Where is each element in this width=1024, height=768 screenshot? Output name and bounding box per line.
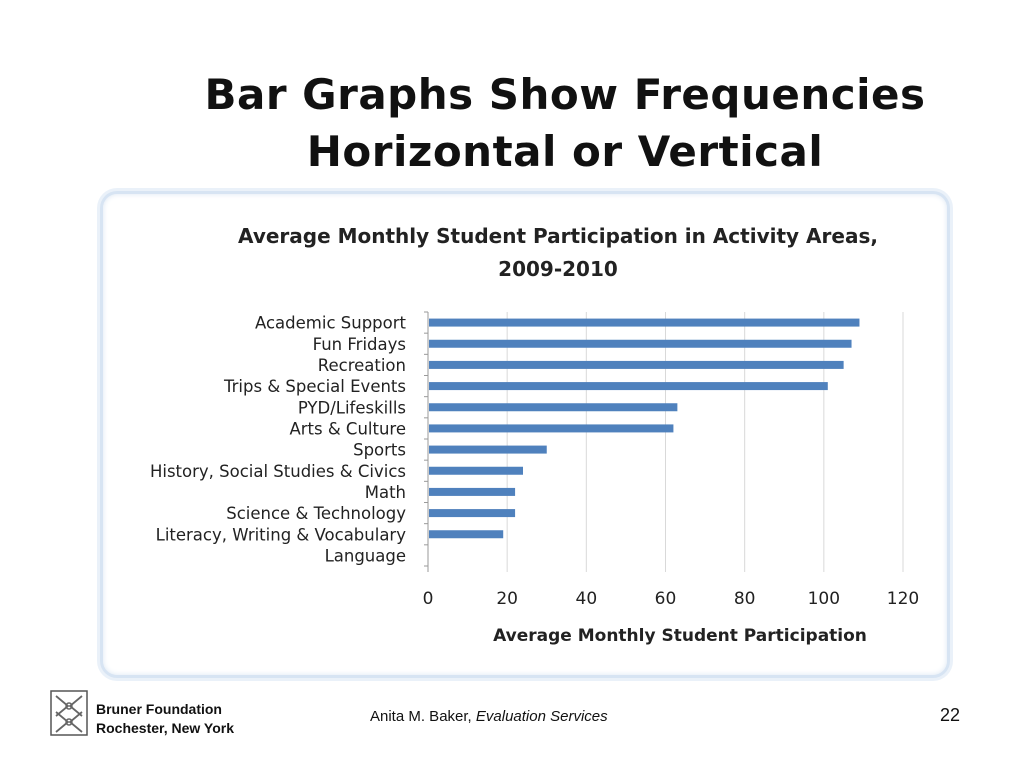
footer-org-location: Rochester, New York	[96, 720, 234, 736]
x-tick-label: 80	[734, 589, 756, 609]
chart-category-labels: Academic Support Fun Fridays Recreation Tri…	[150, 314, 407, 566]
chart-gridlines	[424, 311, 904, 572]
footer-service: Evaluation Services	[475, 708, 608, 725]
page-number: 22	[940, 705, 961, 725]
footer-organization: Bruner Foundation Rochester, New York	[96, 700, 234, 738]
category-label: Literacy, Writing & Vocabulary	[156, 525, 407, 544]
x-tick-label: 60	[655, 589, 677, 609]
chart-x-tick-labels: 0 20 40 60 80 100 120	[423, 589, 920, 609]
category-label: Academic Support	[255, 314, 407, 333]
bar	[429, 445, 547, 454]
bar	[429, 318, 860, 327]
category-label: PYD/Lifeskills	[298, 398, 406, 417]
category-label: Sports	[353, 441, 406, 460]
bar	[429, 382, 828, 391]
x-tick-label: 40	[576, 589, 598, 609]
x-tick-label: 120	[887, 589, 919, 609]
bar	[429, 424, 674, 433]
chart-x-axis-label: Average Monthly Student Participation	[493, 626, 867, 646]
chart-bars	[429, 318, 860, 539]
category-label: Recreation	[318, 356, 406, 375]
category-label: Arts & Culture	[289, 419, 406, 438]
chart-title-line-2: 2009-2010	[498, 257, 618, 281]
category-label: Science & Technology	[226, 504, 406, 523]
footer-org-name: Bruner Foundation	[96, 701, 222, 717]
bar	[429, 339, 852, 348]
category-label: Language	[325, 546, 406, 565]
bruner-foundation-logo-icon	[50, 690, 88, 736]
bar	[429, 487, 516, 496]
category-label: History, Social Studies & Civics	[150, 462, 406, 481]
category-label: Trips & Special Events	[223, 377, 406, 396]
category-label: Fun Fridays	[313, 335, 406, 354]
bar	[429, 403, 678, 412]
bar	[429, 530, 504, 539]
slide-title-line-1: Bar Graphs Show Frequencies	[204, 70, 926, 119]
slide-title: Bar Graphs Show Frequencies Horizontal o…	[150, 66, 980, 180]
footer-author: Anita M. Baker, Evaluation Services	[370, 708, 608, 725]
x-tick-label: 20	[496, 589, 518, 609]
x-tick-label: 0	[423, 589, 434, 609]
bar	[429, 360, 844, 369]
chart-title-line-1: Average Monthly Student Participation in…	[238, 224, 878, 248]
category-label: Math	[365, 483, 406, 502]
footer-author-name: Anita M. Baker,	[370, 708, 472, 725]
bar	[429, 466, 523, 475]
chart-frame	[103, 194, 947, 675]
x-tick-label: 100	[808, 589, 840, 609]
bar	[429, 509, 516, 518]
slide-title-line-2: Horizontal or Vertical	[306, 127, 824, 176]
